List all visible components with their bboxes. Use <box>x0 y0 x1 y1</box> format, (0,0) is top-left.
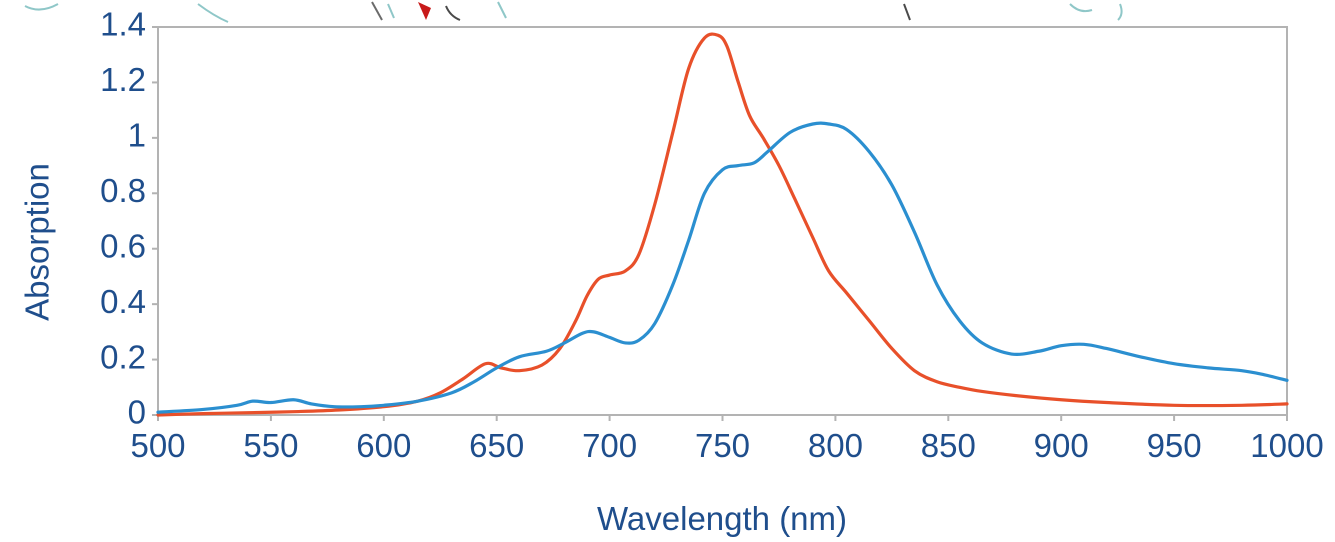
series-line-blue <box>156 121 1289 414</box>
series-lines <box>156 32 1289 417</box>
x-axis-title: Wavelength (nm) <box>597 500 847 537</box>
x-tick-label: 550 <box>243 427 298 464</box>
plot-area-frame <box>157 26 1288 416</box>
y-tick-label: 1.2 <box>100 61 146 98</box>
cropped-illustration-fragments <box>24 1 1123 23</box>
x-tick-label: 500 <box>130 427 185 464</box>
x-tick-label: 850 <box>921 427 976 464</box>
y-tick-label: 0.6 <box>100 227 146 264</box>
x-tick-label: 900 <box>1034 427 1089 464</box>
x-tick-label: 800 <box>808 427 863 464</box>
y-tick-label: 0.4 <box>100 283 146 320</box>
x-tick-label: 750 <box>695 427 750 464</box>
x-tick-label: 1000 <box>1250 427 1323 464</box>
series-line-orange <box>156 32 1289 417</box>
y-tick-label: 1 <box>128 117 146 154</box>
y-tick-label: 0.8 <box>100 172 146 209</box>
x-tick-label: 700 <box>582 427 637 464</box>
y-axis: 0 0.2 0.4 0.6 0.8 1 1.2 1.4 <box>100 6 158 431</box>
x-tick-label: 950 <box>1147 427 1202 464</box>
x-tick-label: 650 <box>469 427 524 464</box>
y-tick-label: 1.4 <box>100 6 146 43</box>
y-tick-label: 0.2 <box>100 338 146 375</box>
y-tick-label: 0 <box>128 394 146 431</box>
y-axis-title: Absorption <box>19 163 56 321</box>
x-tick-label: 600 <box>356 427 411 464</box>
x-axis: 500 550 600 650 700 750 800 850 900 950 1000 <box>130 415 1324 464</box>
